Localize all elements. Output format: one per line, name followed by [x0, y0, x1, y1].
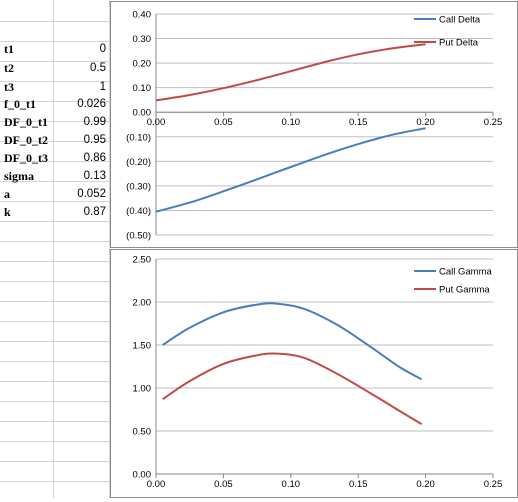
y-tick-label: 0.50 — [133, 427, 152, 438]
x-tick-label: 0.15 — [349, 117, 368, 128]
y-tick-label: 1.50 — [133, 341, 152, 352]
x-tick-label: 0.10 — [282, 117, 301, 128]
series-line-0 — [162, 302, 423, 381]
x-tick-label: 0.15 — [349, 479, 368, 490]
x-tick-label: 0.05 — [214, 479, 233, 490]
cell-value-df-0-t3[interactable]: 0.86 — [83, 152, 106, 164]
cell-label-k[interactable]: k — [4, 205, 11, 219]
x-tick-label: 0.10 — [282, 479, 301, 490]
delta-chart[interactable]: 0.40 0.30 0.20 0.10 0.00 (0.10) (0.20) (0.30) (0… — [110, 1, 518, 248]
cell-label-sigma[interactable]: sigma — [4, 169, 34, 183]
y-tick-label: 0.30 — [133, 34, 152, 45]
y-tick-label: (0.10) — [126, 132, 151, 143]
legend-label-1: Put Delta — [439, 38, 479, 49]
legend-label-1: Put Gamma — [439, 285, 490, 296]
legend-label-0: Call Gamma — [439, 267, 493, 278]
y-tick-label: (0.30) — [126, 181, 151, 192]
x-tick-label: 0.25 — [484, 479, 503, 490]
x-tick-label: 0.25 — [484, 117, 503, 128]
x-tick-label: 0.05 — [214, 117, 233, 128]
x-tick-label: 0.20 — [416, 117, 435, 128]
cell-value-f-0-t1[interactable]: 0.026 — [77, 98, 106, 110]
cell-value-t3[interactable]: 1 — [99, 81, 106, 93]
cell-label-a[interactable]: a — [4, 187, 10, 201]
y-tick-label: 0.10 — [133, 83, 152, 94]
x-tick-label: 0.00 — [147, 117, 166, 128]
legend-label-0: Call Delta — [439, 15, 481, 26]
y-tick-label: 2.00 — [133, 298, 152, 309]
gamma-chart-canvas: 2.50 2.00 1.50 1.00 0.50 0.000.00 0.05 0.10 0.15… — [133, 255, 503, 491]
cell-value-t1[interactable]: 0 — [99, 43, 106, 55]
series-line-0 — [155, 127, 426, 213]
cell-label-f-0-t1[interactable]: f_0_t1 — [4, 97, 36, 111]
series-line-1 — [155, 43, 426, 102]
cell-label-t1[interactable]: t1 — [4, 42, 14, 56]
cell-label-df-0-t2[interactable]: DF_0_t2 — [4, 133, 48, 147]
cell-label-df-0-t3[interactable]: DF_0_t3 — [4, 151, 48, 165]
cell-label-t2[interactable]: t2 — [4, 61, 14, 75]
series-line-1 — [162, 352, 423, 425]
cell-value-df-0-t2[interactable]: 0.95 — [83, 134, 106, 146]
cell-label-df-0-t1[interactable]: DF_0_t1 — [4, 115, 48, 129]
x-tick-label: 0.20 — [416, 479, 435, 490]
y-tick-label: 0.40 — [133, 10, 152, 21]
y-tick-label: 0.00 — [133, 470, 152, 481]
y-tick-label: (0.20) — [126, 157, 151, 168]
cell-label-t3[interactable]: t3 — [4, 80, 14, 94]
cell-value-t2[interactable]: 0.5 — [90, 62, 106, 74]
y-tick-label: 0.00 — [133, 108, 152, 119]
delta-chart-canvas: 0.40 0.30 0.20 0.10 0.00 (0.10) (0.20) (0.30) (0… — [126, 10, 503, 242]
y-tick-label: 1.00 — [133, 384, 152, 395]
y-tick-label: 0.20 — [133, 59, 152, 70]
cell-value-k[interactable]: 0.87 — [83, 206, 106, 218]
y-tick-label: 2.50 — [133, 255, 152, 266]
cell-value-sigma[interactable]: 0.13 — [83, 170, 106, 182]
y-tick-label: (0.50) — [126, 231, 151, 242]
y-tick-label: (0.40) — [126, 206, 151, 217]
gamma-chart[interactable]: 2.50 2.00 1.50 1.00 0.50 0.00 0.00 0.05 0.10 0.15… — [110, 249, 518, 498]
cell-value-df-0-t1[interactable]: 0.99 — [83, 116, 106, 128]
x-tick-label: 0.00 — [147, 479, 166, 490]
cell-value-a[interactable]: 0.052 — [77, 188, 106, 200]
